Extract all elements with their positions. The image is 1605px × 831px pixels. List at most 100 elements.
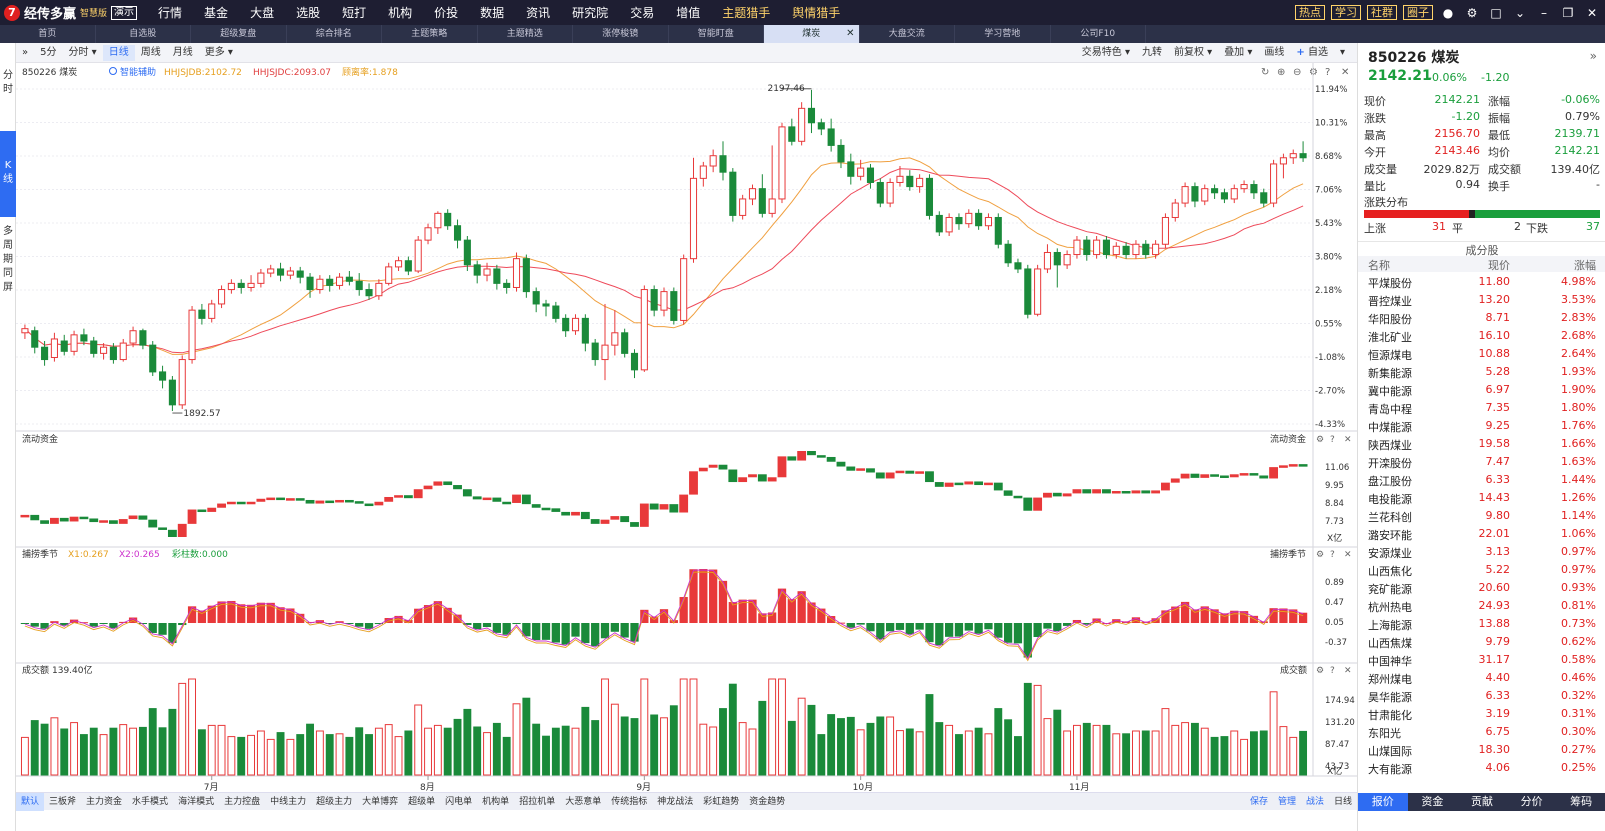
quote-tab-4[interactable]: 筹码 — [1570, 795, 1593, 808]
tab-11[interactable]: 公司F10 — [1051, 25, 1146, 43]
expand-icon[interactable]: » — [22, 46, 29, 58]
nav-item-12[interactable]: 主题猎手 — [722, 6, 771, 20]
component-row[interactable]: 恒源煤电 10.88 2.64% — [1358, 345, 1605, 363]
indicator-tab-14[interactable]: 传统指标 — [611, 796, 648, 807]
learn-button[interactable]: 学习 — [1331, 5, 1361, 20]
indicator-tab-17[interactable]: 资金趋势 — [749, 796, 786, 807]
indicator-tab-0[interactable]: 默认 — [16, 792, 45, 811]
tab-close-icon[interactable]: ✕ — [846, 28, 855, 39]
nav-item-1[interactable]: 基金 — [204, 6, 229, 20]
quote-tab-2[interactable]: 贡献 — [1470, 795, 1493, 808]
component-row[interactable]: 安源煤业 3.13 0.97% — [1358, 543, 1605, 561]
indicator-tab-13[interactable]: 大恶意单 — [565, 796, 602, 807]
indicator-tab-5[interactable]: 主力控盘 — [224, 796, 261, 807]
nav-item-9[interactable]: 研究院 — [572, 6, 609, 20]
nav-item-7[interactable]: 数据 — [480, 6, 505, 20]
component-row[interactable]: 郑州煤电 4.40 0.46% — [1358, 669, 1605, 687]
chevron-down-icon[interactable]: ⌄ — [1514, 5, 1526, 20]
tab-8[interactable]: 煤炭 ✕ — [764, 25, 860, 43]
tab-10[interactable]: 学习营地 — [955, 25, 1051, 43]
hot-button[interactable]: 热点 — [1295, 5, 1325, 20]
rail-intraday[interactable]: 分时 — [0, 69, 16, 103]
community-button[interactable]: 社群 — [1367, 5, 1397, 20]
component-row[interactable]: 山煤国际 18.30 0.27% — [1358, 741, 1605, 759]
draw-button[interactable]: 画线 — [1264, 47, 1285, 58]
component-row[interactable]: 晋控煤业 13.20 3.53% — [1358, 291, 1605, 309]
indicator-tab-11[interactable]: 机构单 — [482, 796, 510, 807]
nav-item-3[interactable]: 选股 — [296, 6, 321, 20]
assist-label[interactable]: 智能辅助 — [120, 66, 156, 78]
indicator-tab-6[interactable]: 中线主力 — [270, 796, 307, 807]
circle-button[interactable]: 圈子 — [1403, 5, 1433, 20]
nav-item-11[interactable]: 增值 — [676, 6, 701, 20]
component-row[interactable]: 平煤股份 11.80 4.98% — [1358, 273, 1605, 291]
nine-turn-button[interactable]: 九转 — [1141, 47, 1162, 58]
gear-icon[interactable]: ⚙ — [1466, 5, 1478, 20]
component-row[interactable]: 潞安环能 22.01 1.06% — [1358, 525, 1605, 543]
nav-item-5[interactable]: 机构 — [388, 6, 413, 20]
component-row[interactable]: 陕西煤业 19.58 1.66% — [1358, 435, 1605, 453]
quote-tab-1[interactable]: 资金 — [1421, 795, 1444, 808]
period-5min[interactable]: 5分 — [40, 46, 57, 58]
component-row[interactable]: 电投能源 14.43 1.26% — [1358, 489, 1605, 507]
period-more[interactable]: 更多 ▾ — [204, 46, 233, 58]
component-row[interactable]: 开滦股份 7.47 1.63% — [1358, 453, 1605, 471]
component-row[interactable]: 上海能源 13.88 0.73% — [1358, 615, 1605, 633]
tab-2[interactable]: 超级复盘 — [191, 25, 287, 43]
indicator-tab-3[interactable]: 水手模式 — [132, 796, 169, 807]
quote-tab-0[interactable]: 报价 — [1358, 793, 1408, 811]
assist-radio-icon[interactable] — [109, 67, 117, 75]
component-row[interactable]: 中国神华 31.17 0.58% — [1358, 651, 1605, 669]
tab-4[interactable]: 主题策略 — [382, 25, 478, 43]
period-day[interactable]: 日线 — [102, 44, 135, 61]
component-row[interactable]: 冀中能源 6.97 1.90% — [1358, 381, 1605, 399]
indicator-tab-1[interactable]: 三板斧 — [49, 796, 77, 807]
nav-item-6[interactable]: 价投 — [434, 6, 459, 20]
indicator-tab-7[interactable]: 超级主力 — [316, 796, 353, 807]
indicator-tab-4[interactable]: 海洋模式 — [178, 796, 215, 807]
component-row[interactable]: 兖矿能源 20.60 0.93% — [1358, 579, 1605, 597]
manage-button[interactable]: 管理 — [1277, 797, 1296, 807]
chart-area[interactable]: 850226 煤炭 智能辅助 HHJSJDB:2102.72 HHJSJDC:2… — [16, 63, 1357, 793]
toolbar-dropdown-icon[interactable]: ▾ — [1339, 47, 1345, 58]
user-icon[interactable]: ● — [1442, 5, 1454, 20]
rail-kline[interactable]: K线 — [0, 131, 16, 217]
period-week[interactable]: 周线 — [140, 46, 161, 58]
indicator-tab-9[interactable]: 超级单 — [408, 796, 436, 807]
save-button[interactable]: 保存 — [1249, 797, 1268, 807]
component-row[interactable]: 杭州热电 24.93 0.81% — [1358, 597, 1605, 615]
tab-5[interactable]: 主题精选 — [478, 25, 573, 43]
nav-item-0[interactable]: 行情 — [158, 6, 183, 20]
component-row[interactable]: 大有能源 4.06 0.25% — [1358, 759, 1605, 777]
overlay-dropdown[interactable]: 叠加 ▾ — [1224, 47, 1253, 58]
rail-multi-period[interactable]: 多周期同屏 — [0, 225, 16, 303]
nav-item-10[interactable]: 交易 — [630, 6, 655, 20]
quote-tab-3[interactable]: 分价 — [1520, 795, 1543, 808]
period-day-label[interactable]: 日线 — [1333, 797, 1352, 807]
component-row[interactable]: 昊华能源 6.33 0.32% — [1358, 687, 1605, 705]
nav-item-2[interactable]: 大盘 — [250, 6, 275, 20]
kline-chart[interactable]: 850226 煤炭 智能辅助 HHJSJDB:2102.72 HHJSJDC:2… — [16, 63, 1357, 793]
tab-0[interactable]: 首页 — [0, 25, 96, 43]
component-row[interactable]: 中煤能源 9.25 1.76% — [1358, 417, 1605, 435]
close-icon[interactable]: ✕ — [1586, 5, 1598, 20]
component-row[interactable]: 青岛中程 7.35 1.80% — [1358, 399, 1605, 417]
strategy-button[interactable]: 战法 — [1305, 797, 1324, 807]
indicator-tab-15[interactable]: 神龙战法 — [657, 796, 694, 807]
component-row[interactable]: 兰花科创 9.80 1.14% — [1358, 507, 1605, 525]
collapse-icon[interactable]: » — [1589, 49, 1597, 63]
component-row[interactable]: 淮北矿业 16.10 2.68% — [1358, 327, 1605, 345]
tab-1[interactable]: 自选股 — [96, 25, 191, 43]
component-row[interactable]: 盘江股份 6.33 1.44% — [1358, 471, 1605, 489]
tab-3[interactable]: 综合排名 — [287, 25, 382, 43]
window-icon[interactable]: □ — [1490, 5, 1502, 20]
component-row[interactable]: 甘肃能化 3.19 0.31% — [1358, 705, 1605, 723]
nav-item-8[interactable]: 资讯 — [526, 6, 551, 20]
period-month[interactable]: 月线 — [172, 46, 193, 58]
component-row[interactable]: 山西焦煤 9.79 0.62% — [1358, 633, 1605, 651]
indicator-tab-16[interactable]: 彩虹趋势 — [703, 796, 740, 807]
nav-item-13[interactable]: 舆情猎手 — [792, 6, 841, 20]
minimize-icon[interactable]: – — [1541, 5, 1547, 20]
component-row[interactable]: 华阳股份 8.71 2.83% — [1358, 309, 1605, 327]
component-row[interactable]: 东阳光 6.75 0.30% — [1358, 723, 1605, 741]
